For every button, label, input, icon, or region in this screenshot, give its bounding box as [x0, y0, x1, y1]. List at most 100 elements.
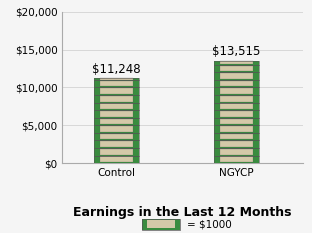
- Bar: [100, 78, 133, 80]
- Bar: [220, 111, 253, 117]
- Bar: [100, 103, 133, 109]
- Text: = $1000: = $1000: [187, 219, 232, 230]
- Bar: [100, 134, 133, 140]
- Bar: [100, 103, 133, 109]
- Bar: [220, 141, 253, 147]
- Bar: [220, 88, 253, 94]
- Bar: [214, 118, 259, 125]
- Bar: [214, 61, 259, 65]
- Bar: [214, 87, 259, 95]
- Bar: [100, 81, 133, 86]
- Bar: [220, 73, 253, 79]
- Bar: [94, 87, 139, 95]
- Bar: [220, 61, 253, 64]
- Bar: [220, 96, 253, 102]
- Bar: [220, 81, 253, 86]
- Bar: [100, 111, 133, 117]
- Bar: [214, 148, 259, 156]
- Bar: [100, 149, 133, 155]
- Bar: [100, 88, 133, 94]
- Bar: [214, 156, 259, 163]
- Bar: [94, 140, 139, 148]
- Bar: [94, 148, 139, 156]
- Bar: [94, 156, 139, 163]
- Bar: [94, 103, 139, 110]
- Text: $13,515: $13,515: [212, 45, 261, 58]
- Bar: [220, 88, 253, 94]
- Bar: [100, 156, 133, 162]
- Bar: [214, 133, 259, 140]
- Bar: [220, 134, 253, 140]
- Bar: [214, 125, 259, 133]
- Bar: [94, 118, 139, 125]
- Bar: [94, 95, 139, 103]
- Bar: [100, 78, 133, 80]
- Bar: [220, 65, 253, 71]
- Bar: [220, 65, 253, 71]
- Bar: [214, 103, 259, 110]
- Bar: [214, 72, 259, 80]
- Bar: [220, 61, 253, 64]
- Bar: [214, 65, 259, 72]
- Bar: [220, 149, 253, 155]
- Bar: [214, 118, 259, 125]
- Bar: [142, 219, 180, 230]
- Bar: [100, 96, 133, 102]
- Bar: [100, 81, 133, 86]
- Bar: [214, 80, 259, 87]
- Bar: [94, 148, 139, 156]
- Bar: [214, 133, 259, 140]
- Bar: [100, 111, 133, 117]
- Bar: [220, 141, 253, 147]
- Bar: [100, 149, 133, 155]
- Bar: [214, 61, 259, 65]
- Bar: [220, 73, 253, 79]
- Bar: [214, 87, 259, 95]
- Bar: [220, 81, 253, 86]
- Bar: [214, 125, 259, 133]
- Bar: [100, 141, 133, 147]
- Bar: [94, 118, 139, 125]
- Bar: [214, 72, 259, 80]
- Bar: [94, 133, 139, 140]
- Bar: [100, 134, 133, 140]
- Bar: [100, 156, 133, 162]
- Bar: [214, 103, 259, 110]
- Bar: [100, 96, 133, 102]
- Bar: [214, 140, 259, 148]
- Bar: [100, 141, 133, 147]
- Text: Earnings in the Last 12 Months: Earnings in the Last 12 Months: [73, 206, 292, 219]
- Bar: [214, 156, 259, 163]
- Bar: [94, 156, 139, 163]
- Bar: [220, 96, 253, 102]
- Bar: [100, 126, 133, 132]
- Bar: [214, 95, 259, 103]
- Bar: [94, 87, 139, 95]
- Bar: [214, 95, 259, 103]
- Bar: [94, 80, 139, 87]
- Bar: [100, 126, 133, 132]
- Bar: [142, 219, 180, 230]
- Bar: [94, 95, 139, 103]
- Bar: [94, 78, 139, 80]
- Bar: [94, 110, 139, 118]
- Bar: [94, 140, 139, 148]
- Bar: [220, 134, 253, 140]
- Bar: [100, 88, 133, 94]
- Bar: [220, 119, 253, 124]
- Bar: [94, 103, 139, 110]
- Bar: [94, 78, 139, 80]
- Bar: [214, 110, 259, 118]
- Bar: [220, 119, 253, 124]
- Bar: [94, 110, 139, 118]
- Bar: [94, 80, 139, 87]
- Bar: [220, 103, 253, 109]
- Bar: [147, 220, 175, 229]
- Bar: [214, 110, 259, 118]
- Bar: [214, 65, 259, 72]
- Bar: [214, 140, 259, 148]
- Bar: [214, 80, 259, 87]
- Bar: [94, 125, 139, 133]
- Bar: [94, 125, 139, 133]
- Bar: [214, 148, 259, 156]
